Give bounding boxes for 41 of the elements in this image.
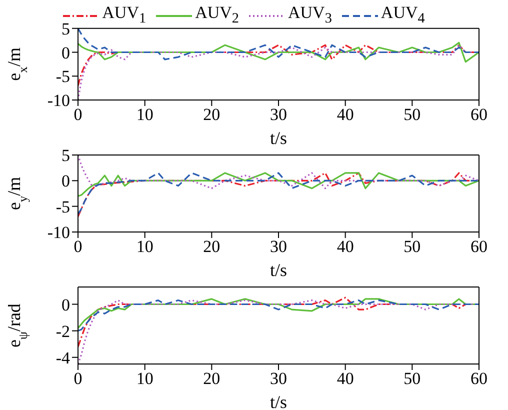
y-tick-label: 0 — [62, 295, 70, 314]
x-tick-label: 60 — [470, 369, 488, 388]
y-tick-label: -5 — [56, 67, 70, 86]
x-tick-label: 20 — [203, 369, 220, 388]
x-tick-label: 0 — [74, 369, 82, 388]
legend-label: AUV$_{2}$ — [195, 3, 239, 28]
x-tick-label: 50 — [404, 369, 421, 388]
x-tick-label: 20 — [203, 237, 220, 256]
x-tick-label: 60 — [470, 237, 488, 256]
x-tick-label: 20 — [203, 105, 220, 124]
x-axis-title: t/s — [270, 392, 288, 410]
x-tick-label: 0 — [74, 237, 82, 256]
y-tick-label: -10 — [47, 223, 70, 242]
x-tick-label: 30 — [270, 369, 287, 388]
x-tick-label: 0 — [74, 105, 82, 124]
x-tick-label: 50 — [404, 237, 421, 256]
x-axis-title: t/s — [270, 128, 288, 148]
y-tick-label: -5 — [56, 197, 70, 216]
y-tick-label: 0 — [62, 172, 70, 191]
x-tick-label: 10 — [136, 369, 154, 388]
x-axis-title: t/s — [270, 260, 288, 280]
legend-label: AUV$_{3}$ — [288, 3, 332, 28]
x-tick-label: 50 — [404, 105, 421, 124]
line-series — [78, 172, 479, 197]
line-series — [78, 42, 479, 63]
legend-label: AUV$_{1}$ — [102, 3, 146, 28]
y-tick-label: -4 — [56, 348, 70, 368]
y-tick-label: -10 — [47, 91, 70, 110]
y-tick-label: 0 — [62, 43, 70, 62]
x-tick-label: 40 — [336, 369, 354, 388]
x-tick-label: 40 — [336, 237, 354, 256]
x-tick-label: 30 — [270, 105, 287, 124]
x-tick-label: 10 — [136, 237, 154, 256]
x-tick-label: 30 — [270, 237, 287, 256]
x-tick-label: 10 — [136, 105, 154, 124]
y-tick-label: 5 — [62, 146, 70, 166]
y-tick-label: 5 — [62, 19, 70, 38]
x-tick-label: 40 — [336, 105, 354, 124]
y-tick-label: -2 — [56, 322, 70, 341]
legend-label: AUV$_{4}$ — [380, 3, 425, 28]
x-tick-label: 60 — [470, 105, 488, 124]
